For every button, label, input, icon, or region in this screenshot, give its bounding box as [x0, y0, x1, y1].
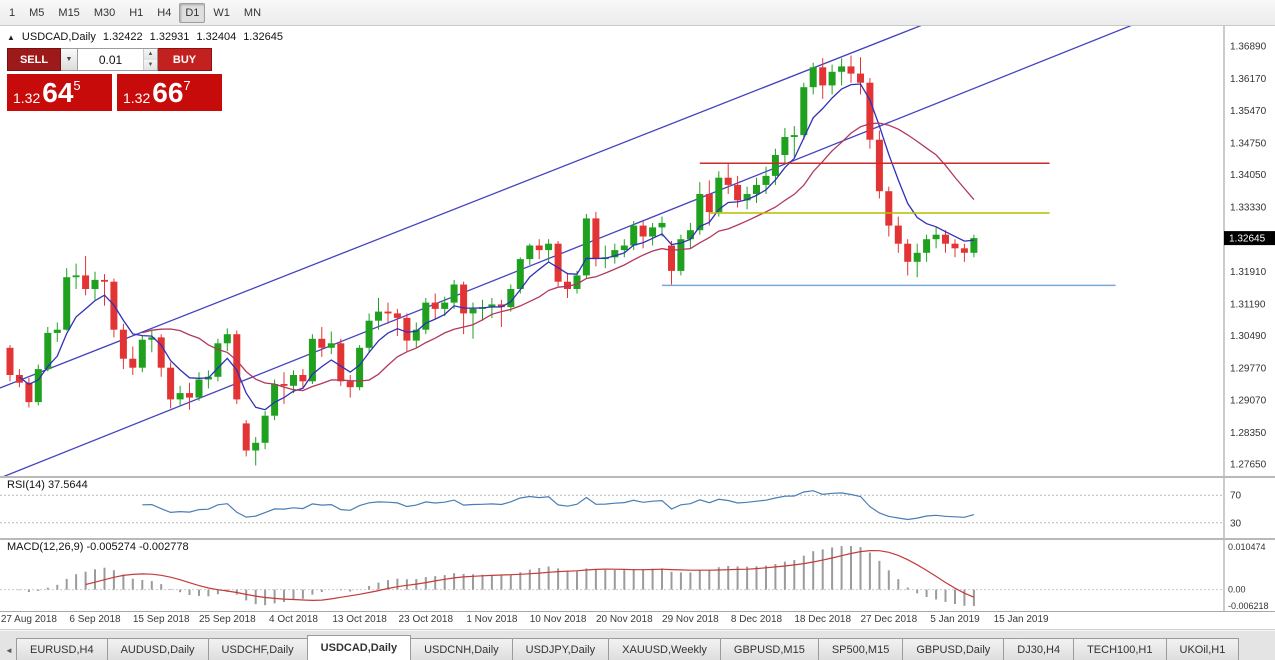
- volume-input[interactable]: 0.01 ▲ ▼: [78, 48, 158, 71]
- chart-tab-dj30-h4[interactable]: DJ30,H4: [1003, 638, 1075, 660]
- svg-text:1.34750: 1.34750: [1230, 138, 1267, 149]
- svg-text:70: 70: [1230, 491, 1242, 502]
- svg-text:0.010474: 0.010474: [1228, 542, 1266, 552]
- chart-tab-xauusd-weekly[interactable]: XAUUSD,Weekly: [608, 638, 721, 660]
- sell-button[interactable]: SELL: [7, 48, 61, 71]
- svg-text:1.33330: 1.33330: [1230, 203, 1267, 214]
- date-axis-label: 15 Jan 2019: [993, 614, 1049, 625]
- date-axis-label: 25 Sep 2018: [198, 614, 256, 625]
- timeframe-button-d1[interactable]: D1: [179, 2, 206, 23]
- macd-indicator-panel[interactable]: 0.010474 0.00 -0.006218 MACD(12,26,9) -0.0…: [0, 540, 1275, 612]
- sell-price-display[interactable]: 1.32 64 5: [7, 74, 112, 111]
- macd-header: MACD(12,26,9) -0.005274 -0.002778: [7, 541, 189, 553]
- timeframe-button-mn[interactable]: MN: [243, 6, 262, 19]
- timeframe-button-1[interactable]: 1: [9, 6, 16, 19]
- timeframe-button-m15[interactable]: M15: [58, 6, 80, 19]
- svg-text:1.29770: 1.29770: [1230, 364, 1267, 375]
- timeframe-button-h1[interactable]: H1: [129, 6, 144, 19]
- svg-text:-0.006218: -0.006218: [1228, 601, 1269, 611]
- date-axis-label: 1 Nov 2018: [466, 614, 518, 625]
- buy-price-display[interactable]: 1.32 66 7: [117, 74, 222, 111]
- svg-text:30: 30: [1230, 518, 1242, 529]
- chart-tab-gbpusd-daily[interactable]: GBPUSD,Daily: [902, 638, 1005, 660]
- spinner-up-icon[interactable]: ▲: [144, 49, 157, 60]
- svg-text:1.30490: 1.30490: [1230, 331, 1267, 342]
- rsi-chart: 70 30: [0, 478, 1242, 538]
- buy-button[interactable]: BUY: [158, 48, 212, 71]
- sell-price-pips: 64: [42, 76, 74, 108]
- chart-tab-ukoil-h1[interactable]: UKOil,H1: [1165, 638, 1240, 660]
- tab-scroll-left-icon[interactable]: ◄: [5, 645, 13, 655]
- svg-text:1.36170: 1.36170: [1230, 74, 1267, 85]
- timeframe-button-h4[interactable]: H4: [157, 6, 172, 19]
- svg-text:1.31190: 1.31190: [1230, 299, 1266, 310]
- chart-tab-usdcnh-daily[interactable]: USDCNH,Daily: [410, 638, 513, 660]
- one-click-trading-panel: SELL ▼ 0.01 ▲ ▼ BUY 1.32 64 5 1.32 66 7: [7, 48, 229, 111]
- chart-tab-usdchf-daily[interactable]: USDCHF,Daily: [207, 638, 308, 660]
- date-axis-label: 4 Oct 2018: [269, 614, 318, 625]
- svg-text:1.29070: 1.29070: [1230, 395, 1267, 406]
- date-axis-label: 18 Dec 2018: [794, 614, 852, 625]
- chart-tab-gbpusd-m15[interactable]: GBPUSD,M15: [719, 638, 819, 660]
- svg-text:1.32645: 1.32645: [1229, 234, 1266, 245]
- chart-tab-tech100-h1[interactable]: TECH100,H1: [1073, 638, 1167, 660]
- date-axis-label: 6 Sep 2018: [69, 614, 121, 625]
- date-axis-label: 8 Dec 2018: [730, 614, 783, 625]
- timeframe-button-w1[interactable]: W1: [213, 6, 230, 19]
- svg-text:1.31910: 1.31910: [1230, 267, 1267, 278]
- macd-chart: 0.010474 0.00 -0.006218: [0, 540, 1269, 611]
- ohlc-high: 1.32931: [149, 31, 190, 43]
- rsi-indicator-panel[interactable]: 70 30 RSI(14) 37.5644: [0, 478, 1275, 540]
- candlestick-chart[interactable]: 1.36890 1.36170 1.35470 1.34750 1.34050 1.333…: [0, 26, 1275, 478]
- rsi-header: RSI(14) 37.5644: [7, 479, 88, 491]
- chart-tab-usdjpy-daily[interactable]: USDJPY,Daily: [511, 638, 610, 660]
- buy-price-figure: 1.32: [123, 89, 151, 106]
- order-options-dropdown[interactable]: ▼: [61, 48, 78, 71]
- chart-tab-bar: ◄ EURUSD,H4 AUDUSD,Daily USDCHF,Daily USDCAD…: [0, 630, 1275, 660]
- date-axis-label: 15 Sep 2018: [132, 614, 190, 625]
- timeframe-button-m5[interactable]: M5: [29, 6, 45, 19]
- date-axis-label: 5 Jan 2019: [930, 614, 980, 625]
- chart-title: ▲ USDCAD,Daily 1.32422 1.32931 1.32404 1…: [7, 31, 283, 43]
- timeframe-button-m30[interactable]: M30: [93, 6, 116, 19]
- chart-tab-usdcad-daily[interactable]: USDCAD,Daily: [306, 635, 412, 660]
- chart-tab-eurusd-h4[interactable]: EURUSD,H4: [16, 638, 108, 660]
- chart-tab-sp500-m15[interactable]: SP500,M15: [817, 638, 904, 660]
- collapse-panel-icon[interactable]: ▲: [7, 32, 15, 42]
- svg-text:1.34050: 1.34050: [1230, 170, 1267, 181]
- chart-tab-audusd-daily[interactable]: AUDUSD,Daily: [106, 638, 209, 660]
- date-axis-label: 29 Nov 2018: [662, 614, 719, 625]
- svg-text:1.35470: 1.35470: [1230, 106, 1267, 117]
- timeframe-toolbar: 1 M5 M15 M30 H1 H4 D1 W1 MN: [0, 0, 1275, 26]
- date-axis-label: 20 Nov 2018: [595, 614, 653, 625]
- date-axis-label: 27 Dec 2018: [860, 614, 918, 625]
- chevron-down-icon: ▼: [65, 56, 73, 63]
- volume-value[interactable]: 0.01: [98, 52, 123, 67]
- date-axis-label: 10 Nov 2018: [529, 614, 587, 625]
- sell-price-point: 5: [73, 78, 81, 93]
- main-chart-panel[interactable]: 1.36890 1.36170 1.35470 1.34750 1.34050 1.333…: [0, 26, 1275, 478]
- date-axis-label: 23 Oct 2018: [398, 614, 454, 625]
- volume-spinner[interactable]: ▲ ▼: [143, 49, 157, 70]
- svg-text:1.36890: 1.36890: [1230, 42, 1267, 53]
- svg-text:1.28350: 1.28350: [1230, 428, 1267, 439]
- sell-price-figure: 1.32: [13, 89, 41, 106]
- time-axis: 27 Aug 2018 6 Sep 2018 15 Sep 2018 25 Sep 2…: [0, 612, 1275, 630]
- buy-price-point: 7: [183, 78, 191, 93]
- date-axis-label: 13 Oct 2018: [332, 614, 387, 625]
- chart-symbol-label: USDCAD,Daily: [21, 31, 96, 43]
- ohlc-close: 1.32645: [243, 31, 283, 43]
- svg-text:0.00: 0.00: [1228, 585, 1246, 595]
- ohlc-low: 1.32404: [196, 31, 237, 43]
- date-axis-label: 27 Aug 2018: [0, 614, 57, 625]
- ohlc-open: 1.32422: [102, 31, 143, 43]
- spinner-down-icon[interactable]: ▼: [144, 59, 157, 70]
- buy-price-pips: 66: [152, 76, 184, 108]
- svg-text:1.27650: 1.27650: [1230, 460, 1267, 471]
